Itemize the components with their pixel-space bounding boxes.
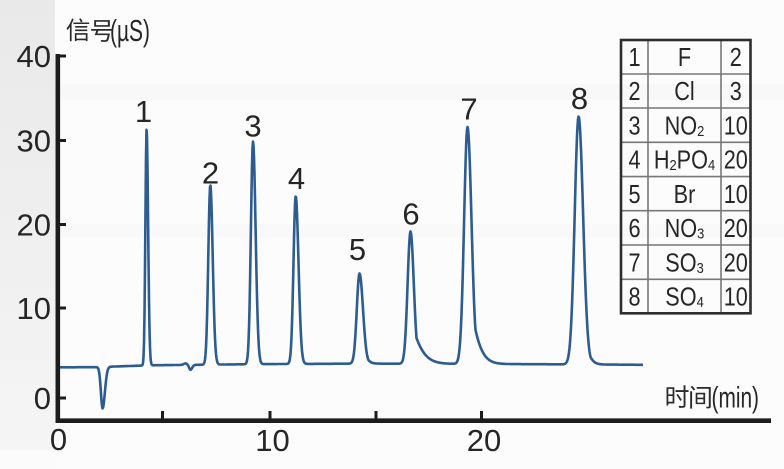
svg-text:(min): (min): [712, 382, 760, 415]
svg-text:3: 3: [730, 79, 742, 107]
svg-text:20: 20: [724, 250, 748, 278]
svg-text:H2​PO4​: H2​PO4​: [654, 147, 715, 175]
svg-text:4: 4: [628, 147, 640, 175]
svg-text:Cl: Cl: [674, 79, 694, 107]
svg-text:10: 10: [724, 181, 748, 209]
svg-text:5: 5: [628, 181, 640, 209]
svg-text:1: 1: [628, 45, 640, 73]
svg-text:7: 7: [460, 92, 477, 127]
svg-text:Br: Br: [674, 181, 696, 209]
svg-text:8: 8: [571, 81, 588, 116]
svg-text:10: 10: [17, 291, 51, 326]
svg-text:2: 2: [730, 45, 742, 73]
svg-text:20: 20: [724, 215, 748, 243]
svg-text:40: 40: [17, 39, 51, 74]
svg-text:8: 8: [628, 284, 640, 312]
svg-text:0: 0: [50, 422, 67, 457]
svg-text:5: 5: [349, 232, 366, 267]
svg-text:10: 10: [724, 284, 748, 312]
svg-text:3: 3: [628, 113, 640, 141]
svg-text:0: 0: [34, 381, 51, 416]
svg-text:20: 20: [467, 423, 501, 458]
svg-text:7: 7: [628, 250, 640, 278]
svg-text:3: 3: [244, 109, 261, 144]
svg-text:6: 6: [402, 197, 419, 232]
svg-text:4: 4: [288, 161, 305, 196]
svg-text:20: 20: [724, 147, 748, 175]
svg-text:(µS): (µS): [110, 13, 150, 48]
svg-text:20: 20: [17, 208, 51, 243]
svg-text:6: 6: [628, 215, 640, 243]
svg-text:10: 10: [724, 113, 748, 141]
svg-text:2: 2: [628, 79, 640, 107]
svg-text:30: 30: [17, 124, 51, 159]
svg-text:2: 2: [202, 156, 219, 191]
svg-text:10: 10: [255, 423, 289, 458]
svg-text:F: F: [678, 45, 691, 73]
svg-text:1: 1: [135, 94, 152, 129]
